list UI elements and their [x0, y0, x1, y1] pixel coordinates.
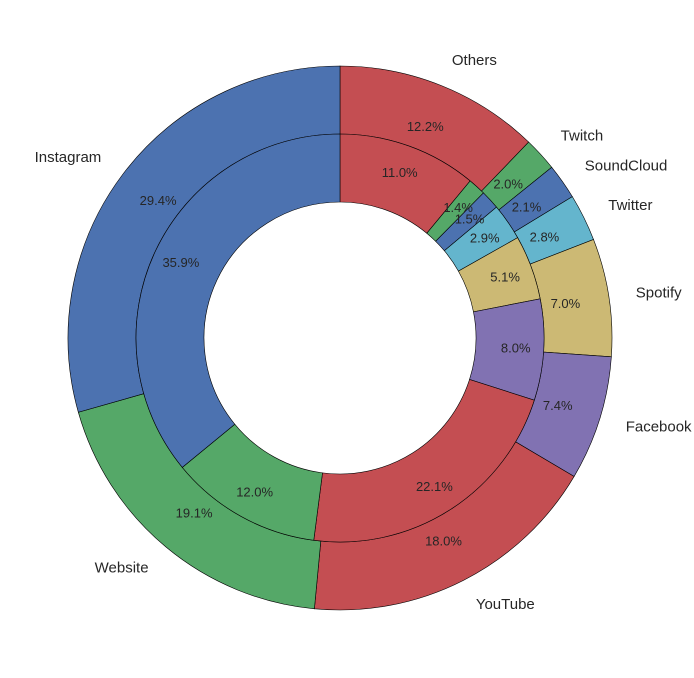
outer-percent-label-instagram: 29.4% — [140, 193, 177, 208]
outer-percent-label-others: 12.2% — [407, 119, 444, 134]
outer-percent-label-soundcloud: 2.1% — [512, 199, 542, 214]
inner-ring — [135, 133, 545, 543]
inner-percent-label-others: 11.0% — [382, 165, 418, 180]
outer-percent-label-spotify: 7.0% — [551, 296, 581, 311]
category-label-others: Others — [452, 52, 497, 69]
outer-percent-label-website: 19.1% — [176, 506, 213, 521]
inner-wedge-instagram — [135, 133, 341, 468]
inner-percent-label-twitter: 2.9% — [470, 230, 500, 245]
inner-percent-label-instagram: 35.9% — [162, 255, 199, 270]
category-label-soundcloud: SoundCloud — [585, 157, 668, 174]
outer-percent-label-youtube: 18.0% — [425, 534, 462, 549]
inner-percent-label-youtube: 22.1% — [416, 479, 453, 494]
category-label-twitch: Twitch — [561, 127, 604, 144]
outer-percent-label-facebook: 7.4% — [543, 398, 573, 413]
category-label-instagram: Instagram — [35, 149, 102, 166]
outer-percent-label-twitch: 2.0% — [493, 177, 523, 192]
category-label-twitter: Twitter — [608, 197, 652, 214]
outer-percent-labels: 12.2% 2.0% 2.1% 2.8% 7.0% 7.4% 18.0% 19.1% 29.4% — [140, 119, 581, 549]
inner-percent-label-twitch: 1.4% — [443, 200, 473, 215]
category-labels: Others Twitch SoundCloud Twitter Spotify Face… — [35, 52, 692, 613]
inner-percent-label-spotify: 5.1% — [490, 270, 520, 285]
inner-percent-labels: 11.0% 1.4%1.5% 2.9% 5.1% 8.0% 22.1% 12.0% 35.9% — [162, 165, 530, 499]
category-label-youtube: YouTube — [476, 596, 535, 613]
inner-percent-label-soundcloud: 1.5% — [455, 211, 485, 226]
inner-percent-label-facebook: 8.0% — [501, 341, 531, 356]
category-label-spotify: Spotify — [636, 285, 682, 302]
inner-percent-label-website: 12.0% — [236, 484, 273, 499]
category-label-website: Website — [95, 559, 149, 576]
category-label-facebook: Facebook — [626, 418, 692, 435]
outer-percent-label-twitter: 2.8% — [530, 230, 560, 245]
